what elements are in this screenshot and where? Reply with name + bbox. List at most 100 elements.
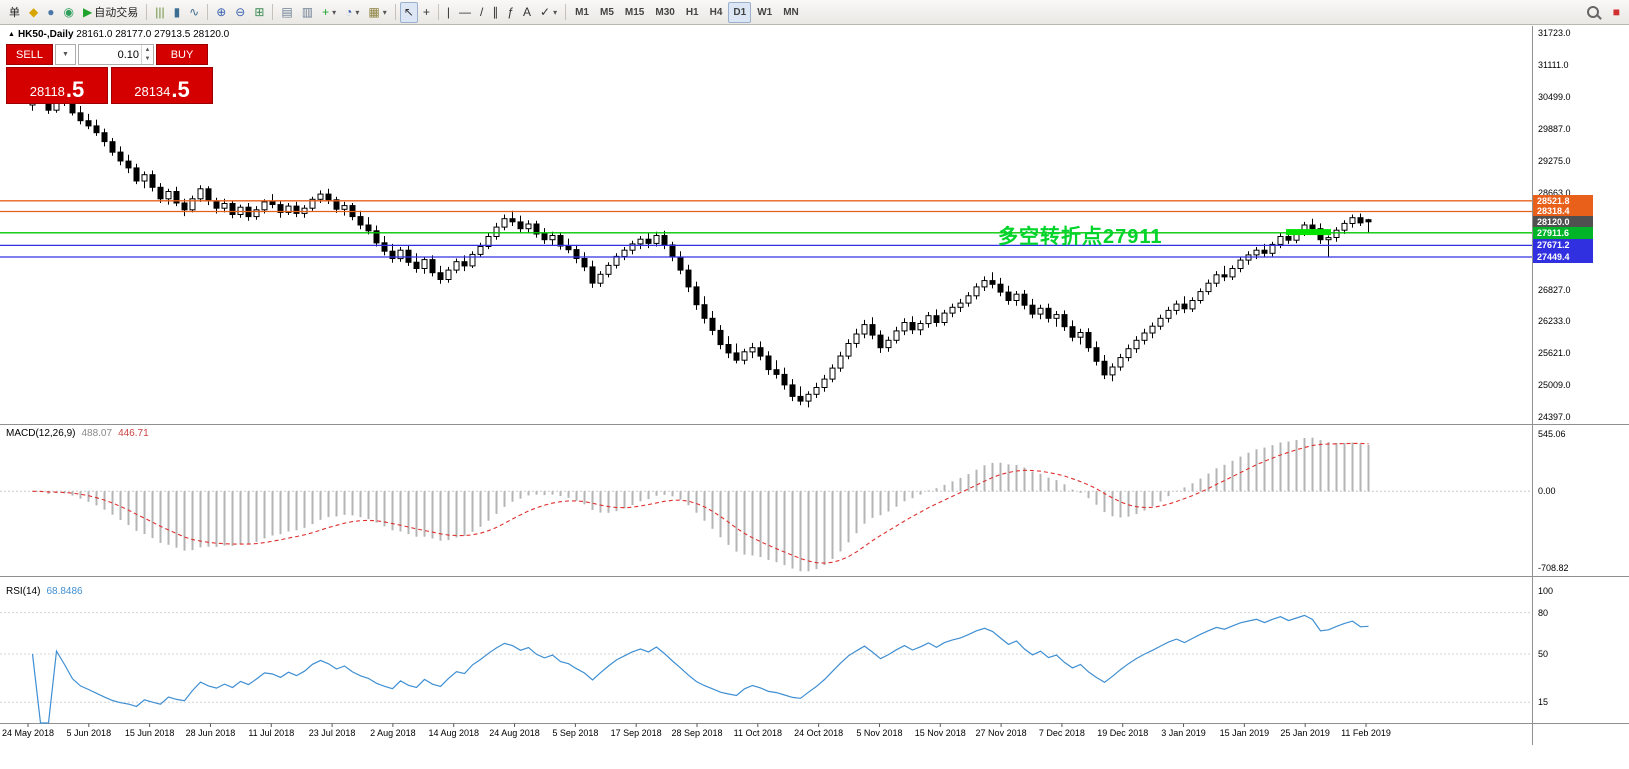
- annotation-text[interactable]: 多空转折点27911: [998, 226, 1163, 248]
- new-order-button-label: 单: [9, 7, 20, 19]
- rsi-name: RSI(14): [6, 586, 41, 597]
- autotrading-button-label: 自动交易: [94, 7, 139, 19]
- buy-button[interactable]: BUY: [156, 44, 208, 65]
- horizontal-line-icon-glyph: —: [458, 5, 471, 19]
- buy-price[interactable]: 28134.5: [111, 67, 213, 104]
- toolbar: 单 ◆ ● ◉ ▶ 自动交易 ||| ▮ ∿ ⊕ ⊖ ⊞ ▤ ▥ + ▾ ◔ ▾ ▦ ▾ ↖ + | — / ∥ ƒ A ✓ ▾ M1 M5 M…: [0, 0, 1629, 25]
- volume-up-icon[interactable]: ▲: [144, 46, 151, 53]
- cursor-icon-glyph: ↖: [403, 5, 414, 19]
- cascade-windows-icon[interactable]: ▥: [298, 2, 317, 23]
- sell-price[interactable]: 28118.5: [6, 67, 108, 104]
- new-order-button[interactable]: 单: [5, 2, 24, 23]
- market-watch-icon-glyph: ◉: [63, 5, 74, 19]
- time-axis-label: 24 Oct 2018: [794, 728, 844, 738]
- periods-icon-glyph: ◔: [345, 5, 353, 19]
- sell-price-pips: .5: [65, 77, 85, 103]
- time-axis-label: 19 Dec 2018: [1097, 728, 1149, 738]
- time-axis-label: 15 Jan 2019: [1219, 728, 1270, 738]
- chevron-down-icon: ▾: [382, 7, 387, 17]
- time-axis-label: 15 Jun 2018: [124, 728, 175, 738]
- autotrading-button[interactable]: ▶ 自动交易: [79, 2, 142, 23]
- timeframe-m15[interactable]: M15: [624, 6, 645, 18]
- toolbar-separator: [394, 4, 396, 20]
- chevron-down-icon: ▾: [332, 7, 337, 17]
- macd-name: MACD(12,26,9): [6, 428, 76, 439]
- time-axis-label: 7 Dec 2018: [1038, 728, 1085, 738]
- timeframe-h4[interactable]: H4: [709, 6, 723, 18]
- chevron-down-icon: ▼: [62, 51, 69, 58]
- volume-input[interactable]: [79, 45, 141, 64]
- time-axis-label: 28 Jun 2018: [185, 728, 236, 738]
- search-icon[interactable]: [1583, 2, 1608, 23]
- text-icon[interactable]: A: [519, 2, 535, 23]
- bar-chart-icon-glyph: |||: [155, 5, 165, 19]
- candlestick-chart-icon[interactable]: ▮: [170, 2, 185, 23]
- channel-icon[interactable]: ∥: [488, 2, 502, 23]
- time-axis-label: 11 Feb 2019: [1341, 728, 1391, 738]
- chart-title: ▲ HK50-,Daily 28161.0 28177.0 27913.5 281…: [8, 29, 229, 40]
- trendline-icon[interactable]: /: [476, 2, 487, 23]
- indicators-icon[interactable]: + ▾: [318, 2, 340, 23]
- timeframe-m5[interactable]: M5: [600, 6, 614, 18]
- trendline-icon-glyph: /: [479, 5, 484, 19]
- crosshair-icon[interactable]: +: [419, 2, 434, 23]
- volume-field: ▲ ▼: [78, 44, 154, 65]
- arrange-windows-icon-glyph: ▤: [281, 5, 293, 19]
- buy-price-pips: .5: [171, 77, 190, 103]
- toolbar-separator: [272, 4, 274, 20]
- time-axis-label: 17 Sep 2018: [610, 728, 662, 738]
- time-axis-label: 24 May 2018: [1, 728, 55, 738]
- tile-windows-icon[interactable]: ⊞: [250, 2, 268, 23]
- volume-dropdown-button[interactable]: ▼: [55, 44, 76, 65]
- profiles-icon-glyph: ◆: [29, 5, 39, 19]
- autotrading-button-glyph: ▶: [82, 5, 93, 19]
- collapse-icon[interactable]: ▲: [8, 31, 15, 38]
- chart-symbol: HK50-,Daily: [17, 29, 74, 40]
- timeframe-h1[interactable]: H1: [685, 6, 699, 18]
- macd-value: 488.07: [81, 428, 113, 439]
- arrange-windows-icon[interactable]: ▤: [277, 2, 296, 23]
- rsi-value: 68.8486: [46, 586, 83, 597]
- time-axis-label: 14 Aug 2018: [428, 728, 479, 738]
- horizontal-line-icon[interactable]: —: [455, 2, 475, 23]
- channel-icon-glyph: ∥: [492, 5, 499, 19]
- zoom-out-icon[interactable]: ⊖: [231, 2, 249, 23]
- time-axis-label: 5 Sep 2018: [552, 728, 599, 738]
- timeframe-mn[interactable]: MN: [783, 6, 799, 18]
- zoom-in-icon[interactable]: ⊕: [212, 2, 230, 23]
- time-axis-label: 2 Aug 2018: [370, 728, 416, 738]
- market-watch-icon[interactable]: ◉: [59, 2, 77, 23]
- cascade-windows-icon-glyph: ▥: [301, 5, 314, 19]
- timeframe-m1[interactable]: M1: [575, 6, 589, 18]
- bar-chart-icon[interactable]: |||: [151, 2, 168, 23]
- fibonacci-icon[interactable]: ƒ: [503, 2, 518, 23]
- cursor-icon[interactable]: ↖: [399, 1, 418, 23]
- chevron-down-icon: ▾: [553, 7, 558, 17]
- charts-icon-glyph: ●: [47, 5, 55, 19]
- line-chart-icon[interactable]: ∿: [185, 2, 203, 23]
- periods-icon[interactable]: ◔ ▾: [341, 2, 363, 23]
- time-axis-label: 25 Jan 2019: [1280, 728, 1330, 738]
- community-icon-glyph: ■: [1612, 5, 1620, 19]
- one-click-trading-panel: SELL ▼ ▲ ▼ BUY 28118.5 28134.5: [6, 44, 213, 104]
- toolbar-separator: [207, 4, 209, 20]
- time-axis-label: 5 Nov 2018: [856, 728, 903, 738]
- time-axis-label: 11 Oct 2018: [733, 728, 782, 738]
- vertical-line-icon[interactable]: |: [443, 2, 454, 23]
- arrows-icon[interactable]: ✓ ▾: [536, 2, 561, 23]
- templates-icon[interactable]: ▦ ▾: [364, 2, 390, 23]
- sell-button[interactable]: SELL: [6, 44, 53, 65]
- timeframe-w1[interactable]: W1: [757, 6, 773, 18]
- toolbar-separator: [565, 4, 567, 20]
- fibonacci-icon-glyph: ƒ: [507, 5, 514, 19]
- tile-windows-icon-glyph: ⊞: [254, 5, 265, 19]
- community-icon[interactable]: ■: [1609, 2, 1624, 23]
- profiles-icon[interactable]: ◆: [25, 2, 42, 23]
- timeframe-d1[interactable]: D1: [728, 1, 752, 23]
- time-axis-label: 3 Jan 2019: [1161, 728, 1206, 738]
- zoom-in-icon-glyph: ⊕: [216, 5, 227, 19]
- timeframe-m30[interactable]: M30: [655, 6, 675, 18]
- charts-icon[interactable]: ●: [43, 2, 58, 23]
- volume-down-icon[interactable]: ▼: [144, 55, 151, 62]
